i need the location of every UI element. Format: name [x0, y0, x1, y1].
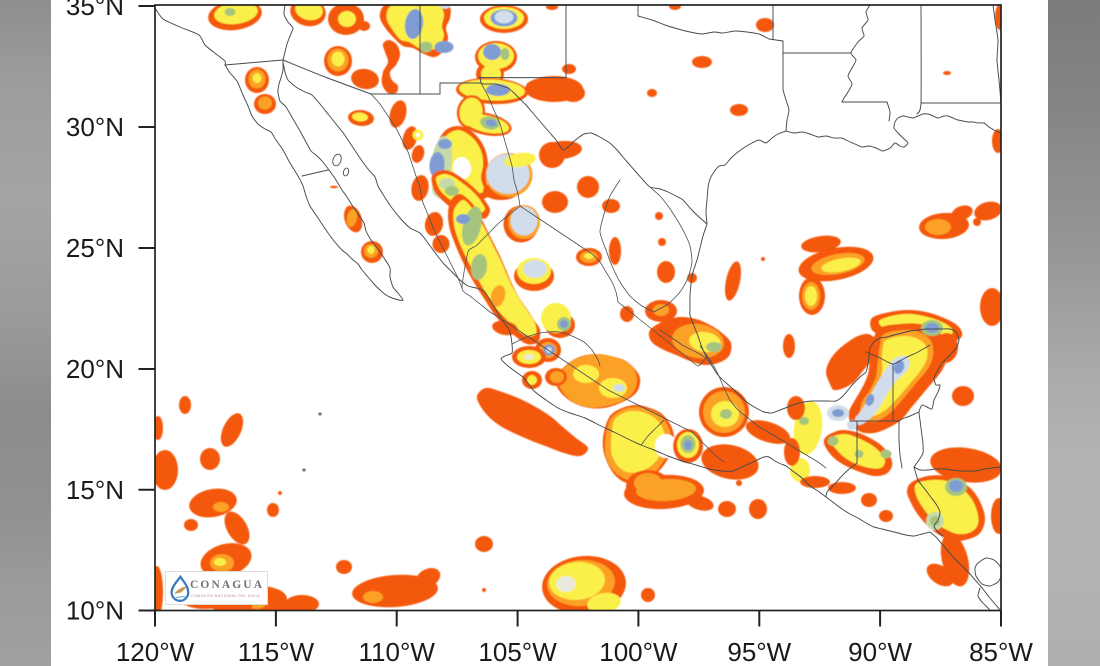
svg-text:25°N: 25°N	[66, 233, 124, 263]
svg-text:20°N: 20°N	[66, 354, 124, 384]
svg-text:90°W: 90°W	[848, 637, 912, 666]
svg-text:15°N: 15°N	[66, 475, 124, 505]
svg-text:35°N: 35°N	[66, 0, 124, 21]
svg-text:30°N: 30°N	[66, 112, 124, 142]
svg-text:10°N: 10°N	[66, 596, 124, 626]
svg-text:100°W: 100°W	[599, 637, 678, 666]
svg-text:105°W: 105°W	[478, 637, 557, 666]
svg-text:110°W: 110°W	[359, 637, 436, 666]
svg-text:115°W: 115°W	[238, 637, 315, 666]
svg-text:120°W: 120°W	[116, 637, 195, 666]
svg-text:85°W: 85°W	[969, 637, 1033, 666]
svg-text:95°W: 95°W	[727, 637, 791, 666]
